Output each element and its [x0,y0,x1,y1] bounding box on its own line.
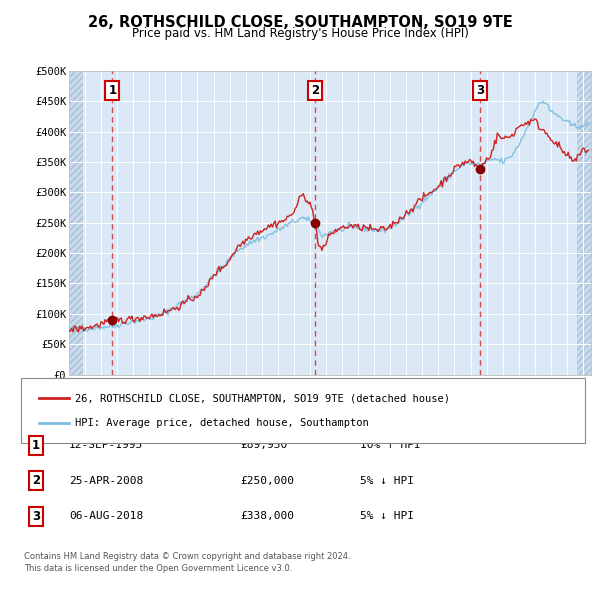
Bar [69,71,83,375]
Text: £250,000: £250,000 [240,476,294,486]
Text: 1: 1 [32,439,40,452]
Text: 25-APR-2008: 25-APR-2008 [69,476,143,486]
Text: 06-AUG-2018: 06-AUG-2018 [69,512,143,521]
Text: HPI: Average price, detached house, Southampton: HPI: Average price, detached house, Sout… [75,418,369,428]
Text: 26, ROTHSCHILD CLOSE, SOUTHAMPTON, SO19 9TE: 26, ROTHSCHILD CLOSE, SOUTHAMPTON, SO19 … [88,15,512,30]
Text: 2: 2 [32,474,40,487]
Text: 1: 1 [109,84,116,97]
Text: £338,000: £338,000 [240,512,294,521]
Text: 10% ↑ HPI: 10% ↑ HPI [360,441,421,450]
Text: Price paid vs. HM Land Registry's House Price Index (HPI): Price paid vs. HM Land Registry's House … [131,27,469,40]
Text: 12-SEP-1995: 12-SEP-1995 [69,441,143,450]
Text: Contains HM Land Registry data © Crown copyright and database right 2024.
This d: Contains HM Land Registry data © Crown c… [24,552,350,573]
Text: 5% ↓ HPI: 5% ↓ HPI [360,512,414,521]
Text: £89,950: £89,950 [240,441,287,450]
Text: 3: 3 [476,84,484,97]
Text: 5% ↓ HPI: 5% ↓ HPI [360,476,414,486]
Text: 3: 3 [32,510,40,523]
Text: 2: 2 [311,84,319,97]
Bar [577,71,593,375]
Text: 26, ROTHSCHILD CLOSE, SOUTHAMPTON, SO19 9TE (detached house): 26, ROTHSCHILD CLOSE, SOUTHAMPTON, SO19 … [75,394,450,403]
